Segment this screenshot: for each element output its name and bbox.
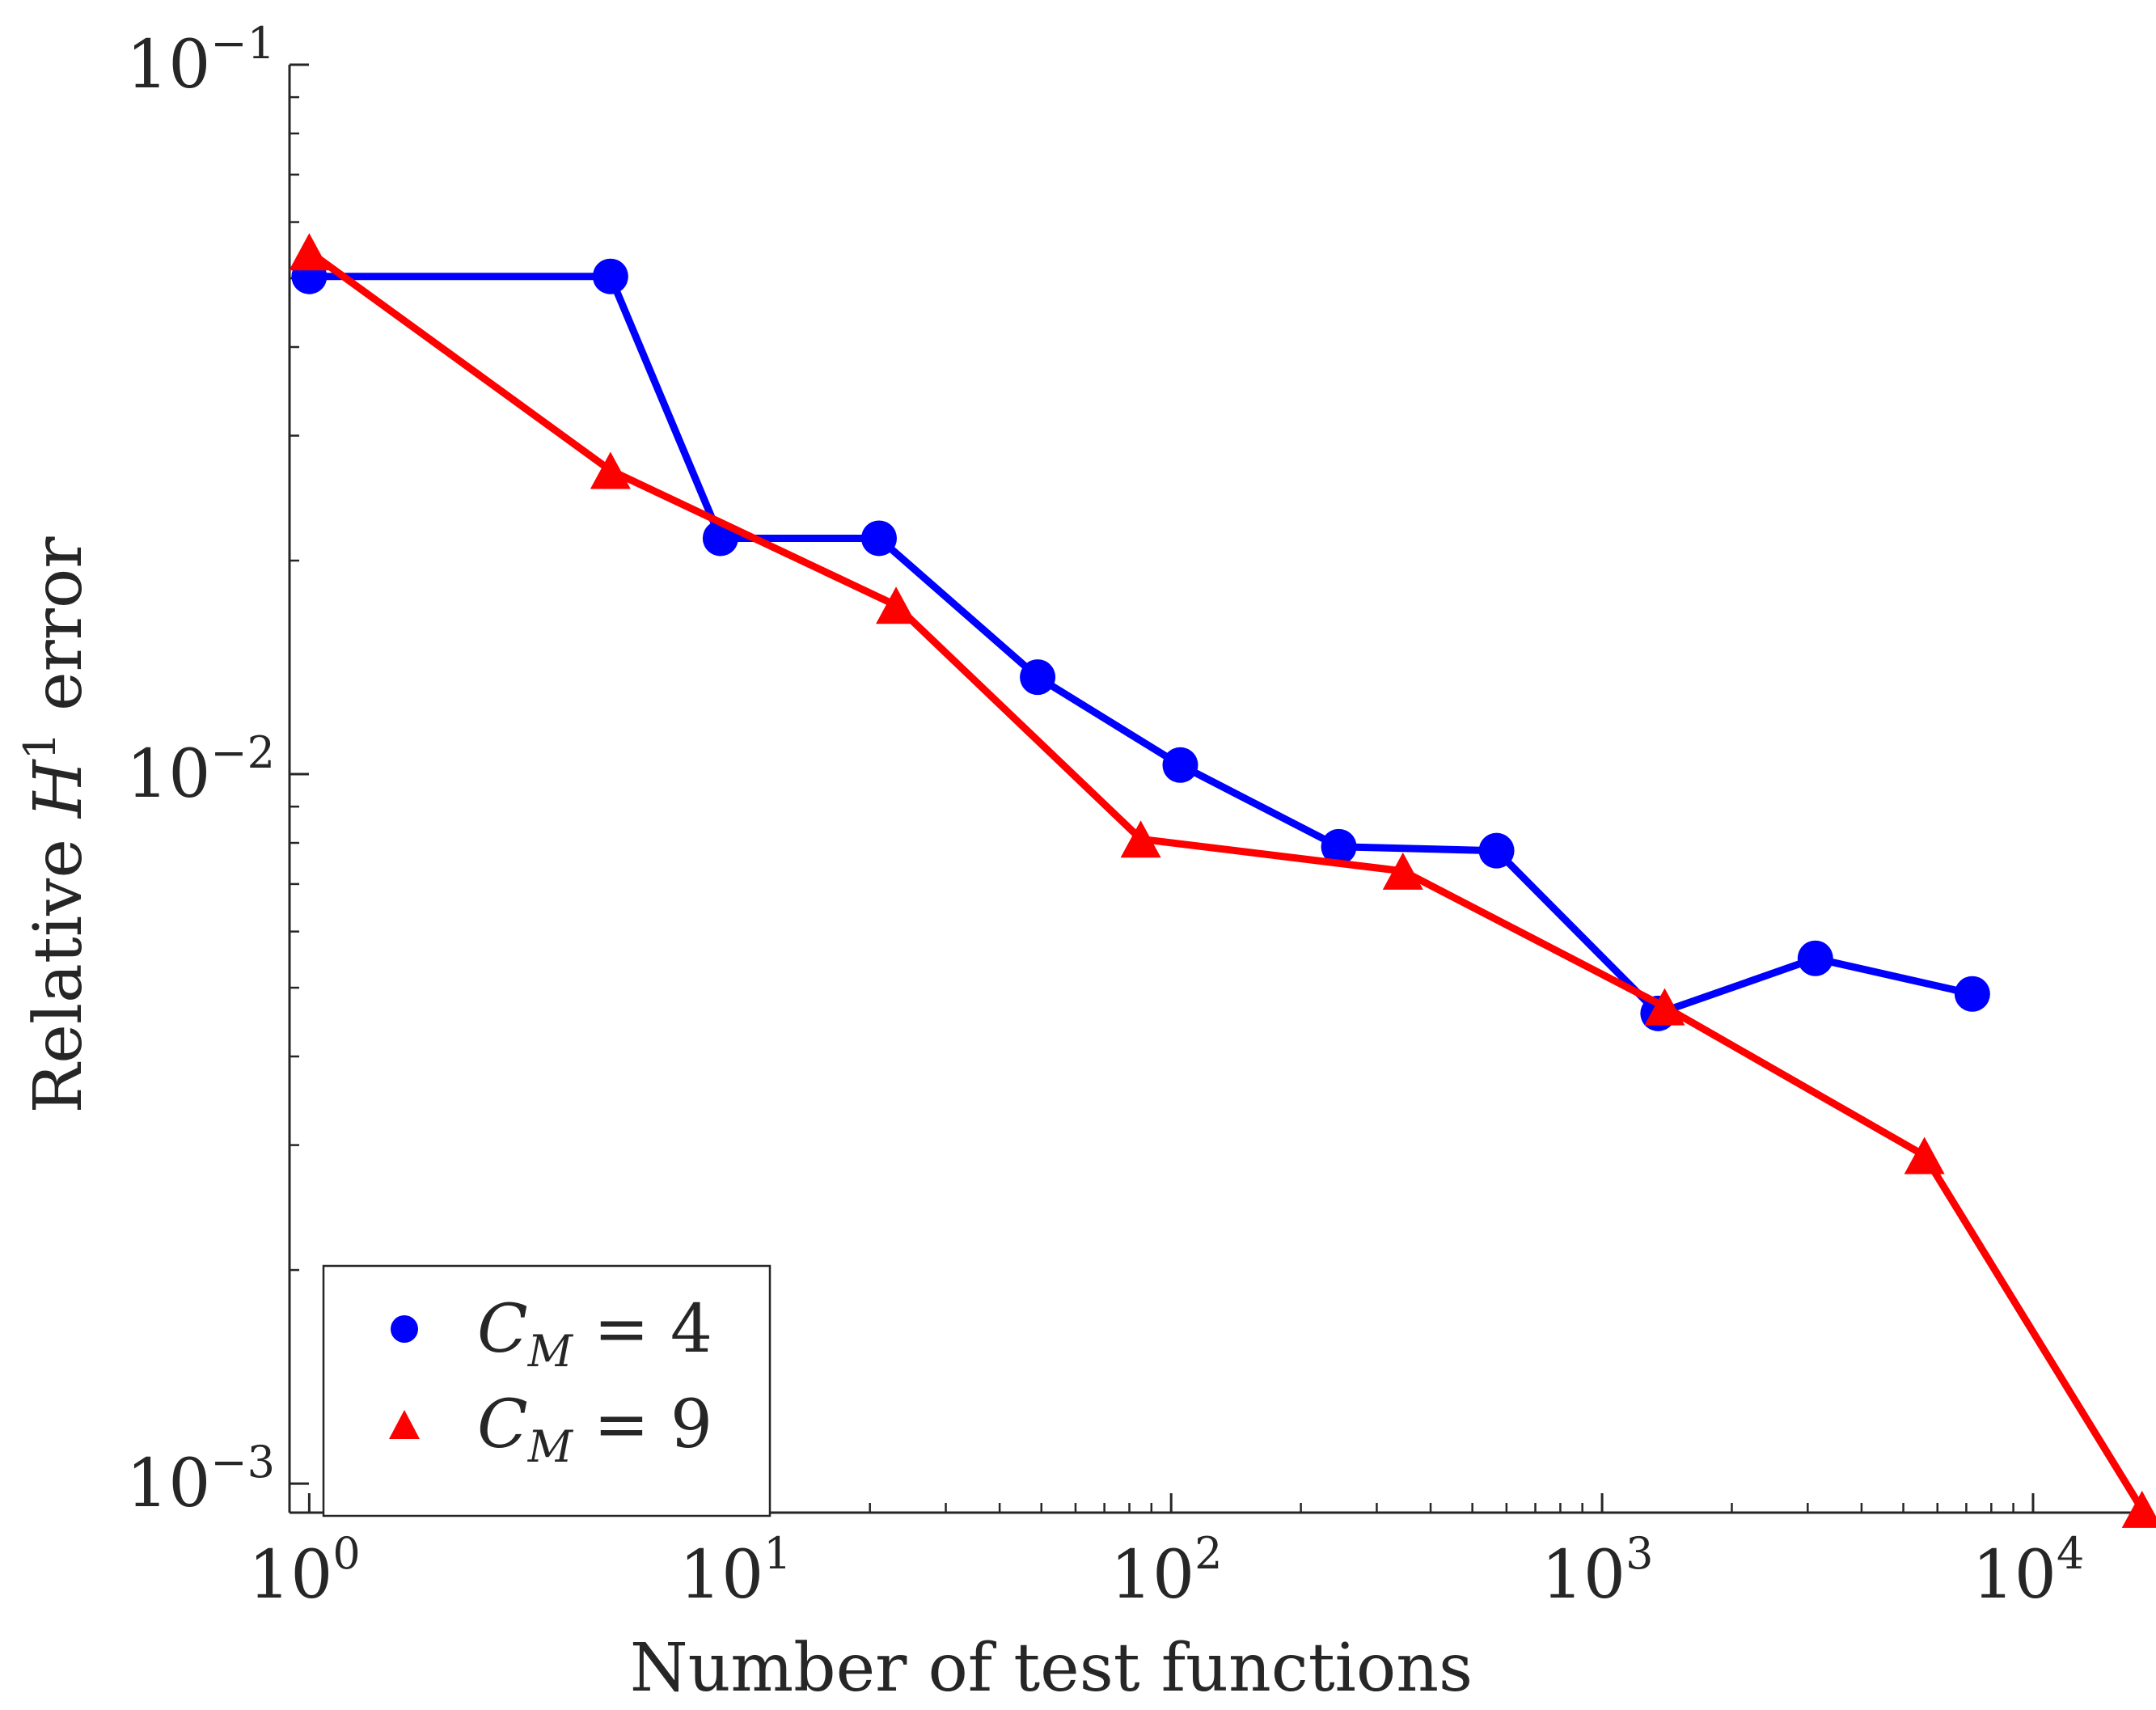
legend: CM = 4 CM = 9: [322, 1264, 772, 1517]
y-axis-title-sup: 1: [15, 732, 66, 760]
data-point: [592, 258, 628, 294]
legend-marker-series-1: [391, 1315, 418, 1343]
series-2: [289, 233, 2156, 1528]
x-tick-label: 102: [1110, 1528, 1223, 1614]
y-minor-ticks: [290, 95, 299, 1272]
data-point: [1954, 976, 1990, 1012]
data-point: [1382, 852, 1423, 890]
x-major-ticks: 100 101 102 103 104: [248, 1493, 2084, 1614]
x-tick-label: 104: [1972, 1528, 2085, 1614]
x-tick-label: 100: [248, 1528, 361, 1614]
data-point: [1478, 832, 1515, 869]
data-point: [1644, 988, 1685, 1026]
data-point: [289, 233, 330, 271]
x-axis-title: Number of test functions: [630, 1630, 1473, 1707]
data-point: [1797, 940, 1833, 976]
legend-box: [322, 1264, 772, 1517]
y-axis-title-var: H: [20, 759, 97, 819]
series-layer: [289, 233, 2156, 1528]
axes: 100 101 102 103 104 10−3 10−2 10−1: [126, 18, 2143, 1614]
data-point: [860, 520, 897, 557]
data-point: [2121, 1490, 2156, 1528]
data-point: [1162, 747, 1198, 783]
legend-label-series-2: CM = 9: [477, 1386, 712, 1472]
x-tick-label: 101: [679, 1528, 792, 1614]
x-tick-label: 103: [1541, 1528, 1654, 1614]
data-point: [1904, 1136, 1945, 1175]
legend-label-series-1: CM = 4: [477, 1291, 712, 1377]
data-point: [590, 451, 631, 489]
y-axis-title-suffix: error: [20, 536, 97, 732]
legend-marker-series-2: [389, 1410, 420, 1439]
y-tick-label: 10−2: [126, 727, 275, 813]
data-point: [1321, 828, 1357, 865]
data-point: [1120, 820, 1161, 858]
data-point: [1020, 659, 1056, 696]
data-point: [876, 586, 917, 624]
y-tick-label: 10−3: [126, 1437, 275, 1522]
y-axis-title-prefix: Relative: [20, 818, 97, 1113]
y-major-ticks: 10−3 10−2 10−1: [126, 18, 309, 1522]
series-2-line: [306, 248, 2145, 1512]
y-axis-title: Relative H1 error: [15, 536, 97, 1114]
y-tick-label: 10−1: [126, 18, 275, 104]
